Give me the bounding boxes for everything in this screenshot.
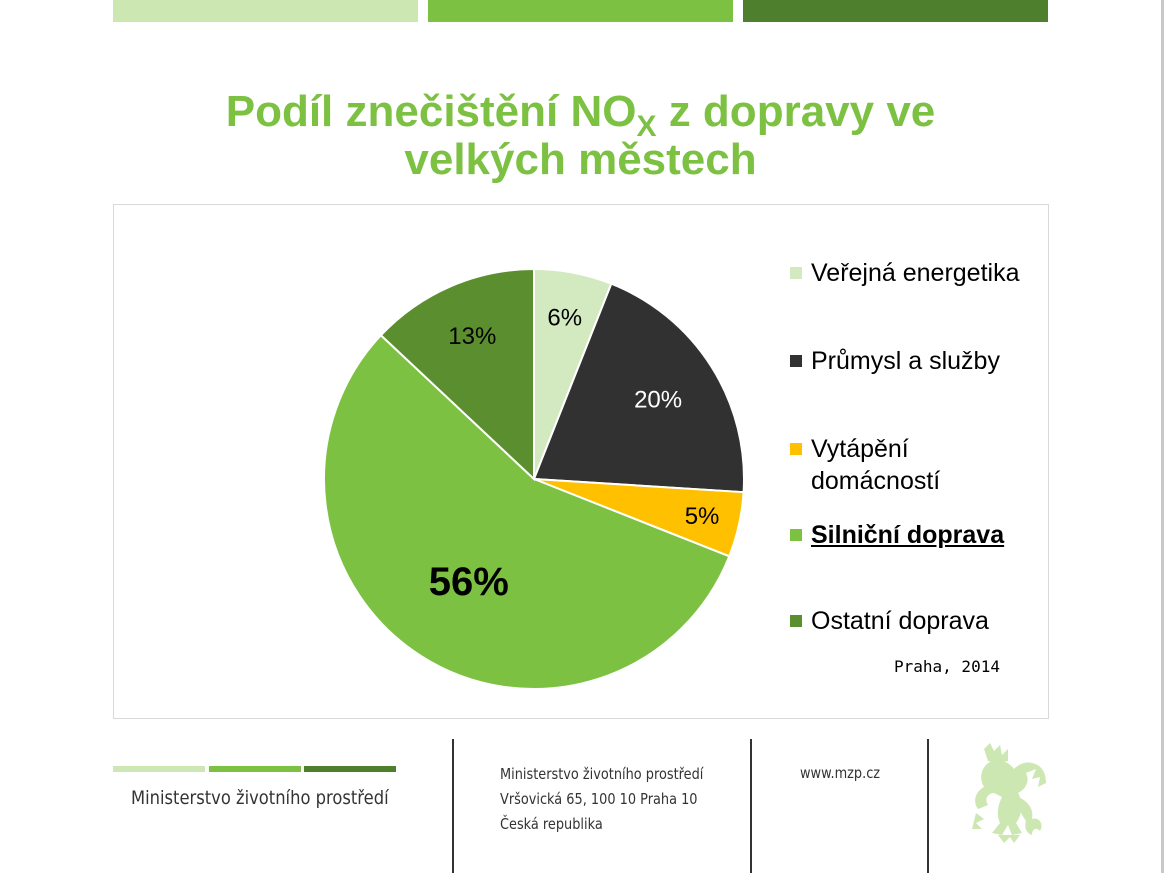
footer-bar-light	[113, 766, 205, 772]
slice-label: 5%	[685, 503, 720, 530]
footer-address-line: Ministerstvo životního prostředí	[500, 765, 704, 783]
legend-swatch	[790, 355, 802, 367]
legend-item: Veřejná energetika	[790, 257, 1019, 289]
legend-label: Vytápění domácností	[811, 435, 941, 495]
footer-address-line: Vršovická 65, 100 10 Praha 10	[500, 790, 698, 808]
slice-label: 20%	[634, 387, 682, 414]
footer-divider	[750, 739, 752, 873]
footer-bar-dark	[304, 766, 396, 772]
pie-slice	[323, 333, 731, 691]
legend-swatch	[790, 529, 802, 541]
right-border-line	[1161, 0, 1164, 873]
legend-label: Ostatní doprava	[811, 607, 989, 635]
footer-divider	[452, 739, 454, 873]
slice-label: 6%	[547, 305, 582, 332]
top-bar-light	[113, 0, 418, 22]
top-bar-mid	[428, 0, 733, 22]
legend-swatch	[790, 443, 802, 455]
slide-title: Podíl znečištění NOX z dopravy ve velkýc…	[113, 88, 1048, 184]
footer-bar-mid	[209, 766, 301, 772]
legend-swatch	[790, 615, 802, 627]
slice-label: 13%	[448, 323, 496, 350]
chart-area: 6% 20% 5% 56% 13% Veřejná energetika Průmysl …	[113, 204, 1049, 719]
title-part1: Podíl znečištění NO	[225, 87, 637, 136]
legend-item: Průmysl a služby	[790, 345, 1000, 377]
legend-swatch	[790, 267, 802, 279]
legend-label: Průmysl a služby	[811, 347, 1000, 375]
legend-label: Silniční doprava	[811, 521, 1005, 549]
footer-divider	[927, 739, 929, 873]
footer-web-link[interactable]: www.mzp.cz	[800, 764, 881, 782]
legend-item: Silniční doprava	[790, 519, 1004, 551]
legend-label: Veřejná energetika	[811, 259, 1020, 287]
footer-ministry-name: Ministerstvo životního prostředí	[131, 787, 389, 809]
top-bar-dark	[743, 0, 1048, 22]
title-part2: z dopravy ve	[656, 87, 936, 136]
czech-lion-emblem-icon	[972, 743, 1046, 843]
legend-item: Vytápění domácností	[790, 433, 940, 497]
chart-source: Praha, 2014	[894, 657, 1000, 676]
pie-chart: 6% 20% 5% 56% 13%	[323, 267, 745, 691]
title-subscript: X	[636, 110, 657, 143]
pie-slice	[532, 282, 745, 494]
slice-label: 56%	[429, 560, 509, 604]
title-line2: velkých městech	[404, 135, 757, 184]
pie-slice	[379, 267, 535, 482]
legend-item: Ostatní doprava	[790, 605, 989, 637]
footer-address-line: Česká republika	[500, 815, 603, 833]
